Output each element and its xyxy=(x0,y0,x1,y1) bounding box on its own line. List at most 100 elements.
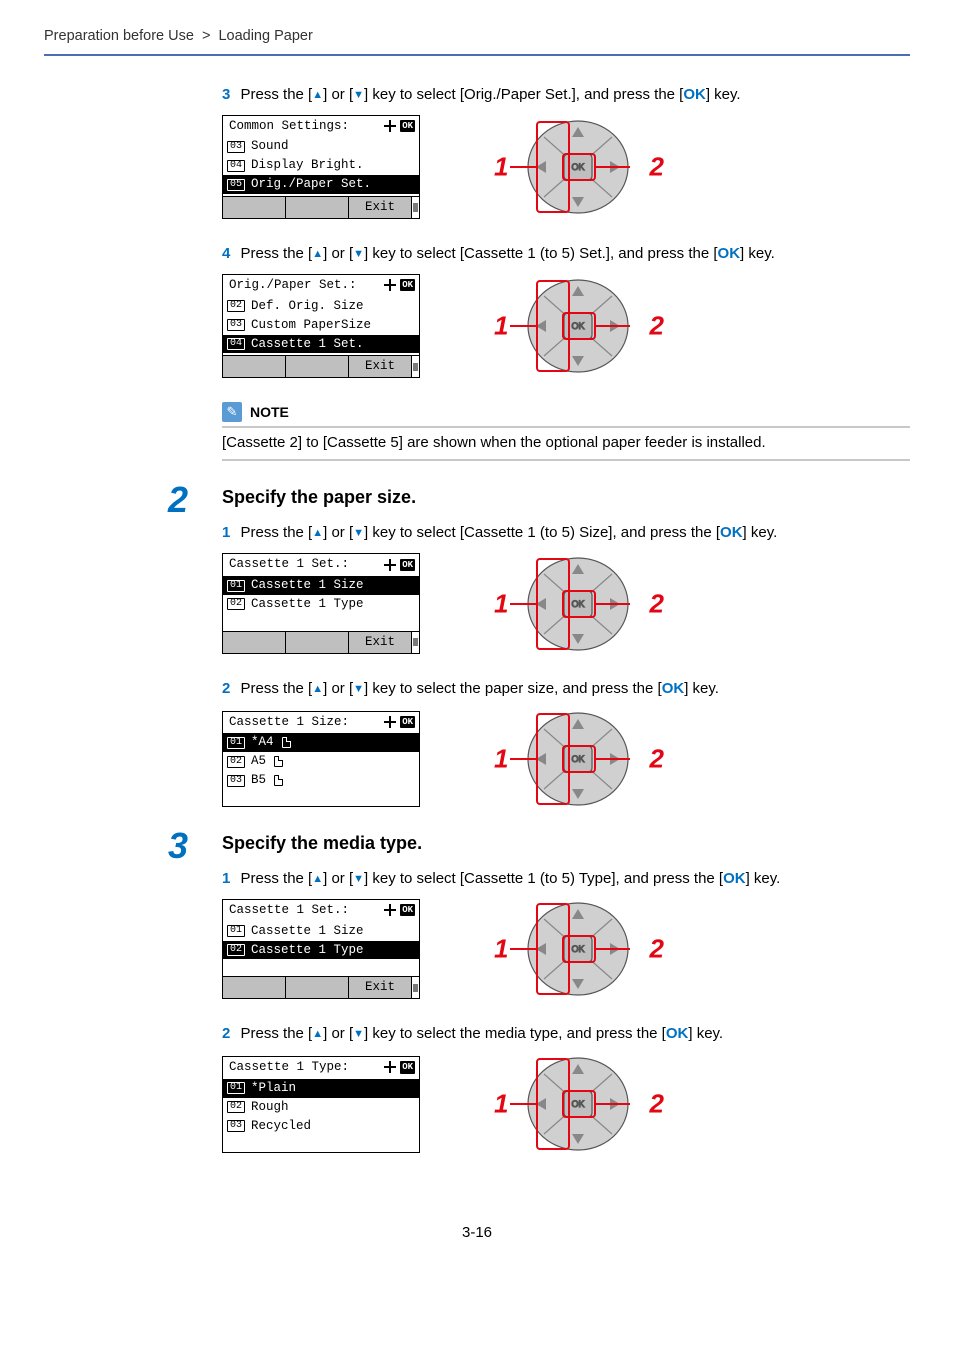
lcd-title: Cassette 1 Type: xyxy=(229,1059,349,1076)
lcd-row-num: 03 xyxy=(227,775,245,787)
ok-key-label: OK xyxy=(683,86,706,103)
page-orient-icon xyxy=(274,775,283,786)
up-triangle-icon: ▲ xyxy=(312,683,323,695)
lcd-row-label: Custom PaperSize xyxy=(251,317,371,334)
leader-line xyxy=(596,758,630,760)
substep-number: 3 xyxy=(222,86,230,103)
lcd-softkey: Exit xyxy=(348,356,411,377)
leader-line xyxy=(596,948,630,950)
highlight-ok xyxy=(562,1090,596,1118)
callout-2: 2 xyxy=(650,311,664,342)
nav-arrows-icon xyxy=(384,1061,396,1073)
leader-line xyxy=(596,603,630,605)
ok-badge-icon: OK xyxy=(400,559,415,571)
lcd-row-num: 01 xyxy=(227,925,245,937)
lcd-row-label: B5 xyxy=(251,772,266,789)
lcd-softkey xyxy=(285,632,348,653)
breadcrumb-b: Loading Paper xyxy=(218,28,312,44)
up-triangle-icon: ▲ xyxy=(312,1028,323,1040)
ok-key-label: OK xyxy=(720,524,743,541)
lcd-row: 01Cassette 1 Size xyxy=(223,922,419,941)
lcd-row-label: A5 xyxy=(251,753,266,770)
down-triangle-icon: ▼ xyxy=(353,248,364,260)
lcd-title: Cassette 1 Set.: xyxy=(229,556,349,573)
lcd-scrollbar xyxy=(411,632,419,653)
callout-2: 2 xyxy=(650,1089,664,1120)
callout-2: 2 xyxy=(650,151,664,182)
callout-1: 1 xyxy=(494,1089,508,1120)
s2-2-instruction: 2 Press the [▲] or [▼] key to select the… xyxy=(222,678,910,699)
lcd-row: 01*A4 xyxy=(223,733,419,752)
lcd-title: Orig./Paper Set.: xyxy=(229,277,357,294)
lcd-row: 01*Plain xyxy=(223,1079,419,1098)
lcd-softkey: Exit xyxy=(348,977,411,998)
page-number: 3-16 xyxy=(44,1224,910,1241)
highlight-ok xyxy=(562,935,596,963)
nav-arrows-icon xyxy=(384,559,396,571)
note-body: [Cassette 2] to [Cassette 5] are shown w… xyxy=(222,434,910,461)
lcd-row-num: 05 xyxy=(227,179,245,191)
s3-1-instruction: 1 Press the [▲] or [▼] key to select [Ca… xyxy=(222,868,910,889)
s3-2-figure-row: Cassette 1 Type:OK01*Plain02Rough03Recyc… xyxy=(222,1054,910,1154)
step-number: 2 xyxy=(168,479,188,521)
leader-line xyxy=(596,325,630,327)
step-2: 2 Specify the paper size. xyxy=(222,487,910,508)
callout-2: 2 xyxy=(650,934,664,965)
lcd-row-num: 03 xyxy=(227,1120,245,1132)
lcd-row-num: 02 xyxy=(227,300,245,312)
s2-1-instruction: 1 Press the [▲] or [▼] key to select [Ca… xyxy=(222,522,910,543)
lcd-row-label: Cassette 1 Type xyxy=(251,596,364,613)
leader-line xyxy=(510,166,536,168)
lcd-softkey xyxy=(223,977,285,998)
ok-key-label: OK xyxy=(662,680,685,697)
s1-4-instruction: 4 Press the [▲] or [▼] key to select [Ca… xyxy=(222,243,910,264)
leader-line xyxy=(510,758,536,760)
down-triangle-icon: ▼ xyxy=(353,683,364,695)
lcd-row-num: 02 xyxy=(227,1101,245,1113)
up-triangle-icon: ▲ xyxy=(312,89,323,101)
highlight-ok xyxy=(562,590,596,618)
lcd-softkey xyxy=(223,356,285,377)
lcd-scrollbar xyxy=(411,197,419,218)
up-triangle-icon: ▲ xyxy=(312,248,323,260)
down-triangle-icon: ▼ xyxy=(353,1028,364,1040)
lcd-row-label: Cassette 1 Type xyxy=(251,942,364,959)
leader-line xyxy=(596,166,630,168)
leader-line xyxy=(510,603,536,605)
substep-number: 2 xyxy=(222,680,230,697)
lcd-row-label: *A4 xyxy=(251,734,274,751)
lcd-row: 04Cassette 1 Set. xyxy=(223,335,419,354)
nav-arrows-icon xyxy=(384,120,396,132)
callout-1: 1 xyxy=(494,311,508,342)
page-orient-icon xyxy=(274,756,283,767)
lcd-row-label: Recycled xyxy=(251,1118,311,1135)
lcd-row-label: Display Bright. xyxy=(251,157,364,174)
substep-number: 2 xyxy=(222,1025,230,1042)
lcd-row-num: 01 xyxy=(227,580,245,592)
nav-arrows-icon xyxy=(384,279,396,291)
lcd-row: 02A5 xyxy=(223,752,419,771)
lcd-row: 03Sound xyxy=(223,137,419,156)
callout-1: 1 xyxy=(494,151,508,182)
leader-line xyxy=(510,1103,536,1105)
leader-line xyxy=(510,325,536,327)
note-head: ✎ NOTE xyxy=(222,402,910,428)
down-triangle-icon: ▼ xyxy=(353,89,364,101)
lcd-row-num: 04 xyxy=(227,160,245,172)
ok-key-label: OK xyxy=(723,870,746,887)
lcd-row-label: Sound xyxy=(251,138,289,155)
s2-1-figure-row: Cassette 1 Set.:OK01Cassette 1 Size02Cas… xyxy=(222,553,910,654)
breadcrumb-sep: > xyxy=(202,28,210,44)
step-heading: Specify the paper size. xyxy=(222,487,910,508)
lcd-row: 02Def. Orig. Size xyxy=(223,297,419,316)
lcd-row: 02Cassette 1 Type xyxy=(223,595,419,614)
lcd-softkey xyxy=(285,977,348,998)
ok-badge-icon: OK xyxy=(400,1061,415,1073)
lcd-softkey xyxy=(285,356,348,377)
note-title: NOTE xyxy=(250,404,289,420)
s1-3-instruction: 3 Press the [▲] or [▼] key to select [Or… xyxy=(222,84,910,105)
lcd-scrollbar xyxy=(411,356,419,377)
s2-2-figure-row: Cassette 1 Size:OK01*A402A503B5 OK12 xyxy=(222,709,910,809)
highlight-ok xyxy=(562,312,596,340)
ok-badge-icon: OK xyxy=(400,120,415,132)
